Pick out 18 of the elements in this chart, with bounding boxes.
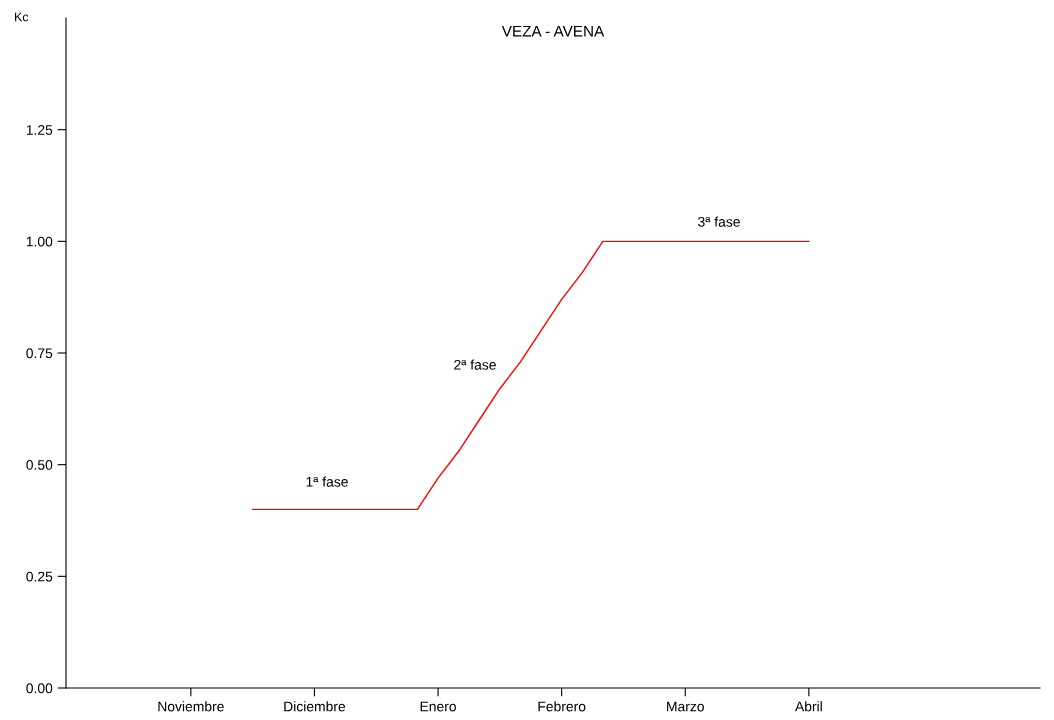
annotation: 1ª fase [306, 476, 348, 487]
x-tick-label: Febrero [538, 701, 586, 712]
y-tick-label: 0.00 [26, 683, 53, 694]
line-series [251, 240, 810, 511]
x-tick-label: Noviembre [158, 701, 224, 712]
y-axis-title: Kc [15, 12, 29, 22]
x-tick-label: Abril [795, 701, 822, 712]
y-tick-label: 1.25 [26, 125, 53, 135]
x-tick-label: Enero [420, 701, 456, 712]
y-tick-label: 0.75 [26, 348, 53, 359]
y-tick-label: 0.25 [26, 571, 53, 582]
y-tick-label: 0.50 [26, 460, 53, 470]
y-tick-label: 1.00 [26, 236, 53, 247]
x-tick-label: Diciembre [284, 701, 346, 712]
annotation: 3ª fase [698, 216, 740, 227]
x-tick-label: Marzo [667, 701, 704, 712]
annotation: 2ª fase [454, 359, 496, 370]
chart-title: VEZA - AVENA [501, 25, 605, 37]
